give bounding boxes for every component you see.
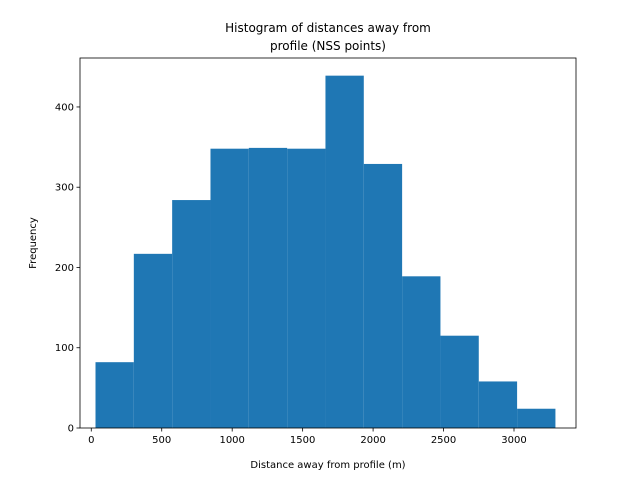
x-tick-label-5: 2500 (431, 435, 456, 446)
y-tick-label-3: 300 (55, 183, 74, 194)
x-axis-label: Distance away from profile (m) (250, 460, 405, 471)
histogram-bar-4 (248, 147, 288, 428)
x-tick-label-2: 1000 (219, 435, 244, 446)
histogram-bar-7 (363, 163, 403, 428)
y-ticks-group: 0 100 200 300 400 (55, 102, 80, 435)
histogram-bar-0 (95, 362, 134, 428)
y-tick-label-1: 100 (55, 343, 74, 354)
y-tick-label-2: 200 (55, 263, 74, 274)
x-ticks-group: 0 500 1000 1500 2000 2500 3000 (88, 428, 527, 446)
x-tick-label-0: 0 (88, 435, 94, 446)
histogram-bar-10 (478, 381, 518, 428)
x-tick-label-3: 1500 (290, 435, 315, 446)
chart-title-line-1: Histogram of distances away from (225, 21, 431, 35)
histogram-bar-8 (402, 276, 441, 428)
x-tick-label-1: 500 (152, 435, 171, 446)
x-tick-label-6: 3000 (501, 435, 526, 446)
bars-group (95, 75, 556, 429)
histogram-bar-11 (517, 408, 556, 428)
chart-title-line-2: profile (NSS points) (270, 39, 386, 53)
histogram-bar-3 (210, 148, 249, 428)
y-tick-label-4: 400 (55, 102, 74, 113)
histogram-bar-5 (287, 148, 326, 428)
y-axis-label: Frequency (28, 217, 39, 269)
histogram-bar-6 (325, 75, 364, 429)
y-tick-label-0: 0 (68, 424, 74, 435)
x-tick-label-4: 2000 (360, 435, 385, 446)
histogram-bar-9 (440, 335, 479, 428)
histogram-bar-1 (133, 253, 173, 428)
histogram-bar-2 (172, 200, 211, 428)
plot-frame (79, 57, 577, 429)
